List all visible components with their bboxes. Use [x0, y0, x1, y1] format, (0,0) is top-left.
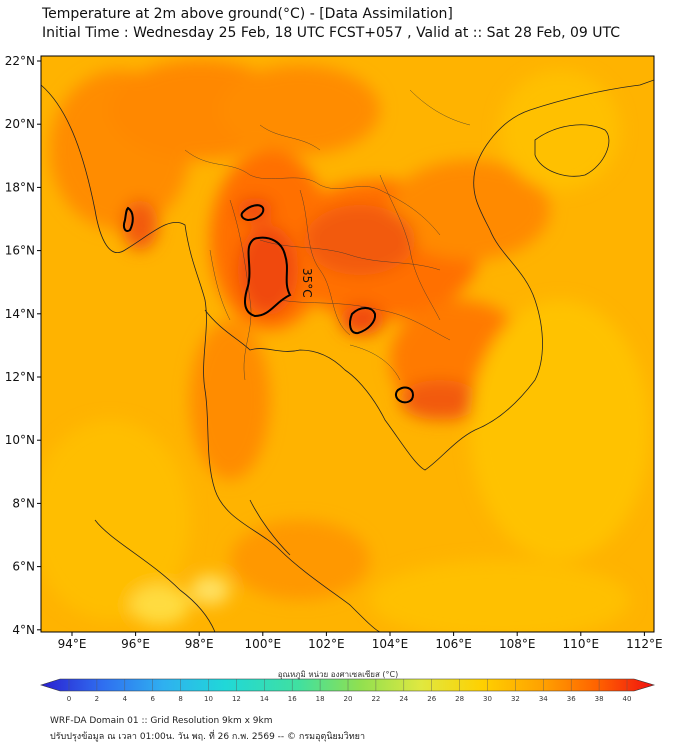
lon-tick-label: 94°E [58, 637, 87, 651]
colorbar-tick-label: 0 [67, 695, 71, 703]
lat-tick-label: 18°N [5, 180, 35, 194]
lat-tick-label: 6°N [12, 560, 35, 574]
colorbar-tick-label: 38 [595, 695, 604, 703]
colorbar-tick-label: 14 [260, 695, 269, 703]
lat-tick-label: 16°N [5, 244, 35, 258]
colorbar-tick-label: 6 [150, 695, 155, 703]
lon-tick-label: 102°E [308, 637, 345, 651]
temperature-field [41, 56, 654, 632]
lat-tick-label: 20°N [5, 117, 35, 131]
lon-tick-label: 112°E [626, 637, 663, 651]
contour-label: 35°C [300, 268, 314, 298]
lon-tick-label: 108°E [499, 637, 536, 651]
colorbar-tick-label: 4 [123, 695, 128, 703]
lon-tick-label: 104°E [372, 637, 409, 651]
colorbar-gradient [40, 678, 656, 692]
colorbar-tick-label: 8 [178, 695, 182, 703]
colorbar-tick-label: 24 [399, 695, 408, 703]
lat-tick-label: 4°N [12, 623, 35, 637]
lat-tick-label: 14°N [5, 307, 35, 321]
colorbar-tick-label: 34 [539, 695, 548, 703]
lat-axis: 22°N 20°N 18°N 16°N 14°N 12°N 10°N 8°N 6°N 4°N [5, 54, 41, 637]
lat-tick-label: 12°N [5, 370, 35, 384]
colorbar-tick-label: 36 [567, 695, 576, 703]
colorbar-tick-label: 12 [232, 695, 241, 703]
lat-tick-label: 8°N [12, 496, 35, 510]
admin-borders [184, 89, 471, 381]
colorbar-tick-label: 30 [483, 695, 492, 703]
colorbar-tick-label: 26 [427, 695, 436, 703]
footer-update-info: ปรับปรุงข้อมูล ณ เวลา 01:00น. วัน พฤ. ที… [50, 732, 366, 742]
colorbar-tick-label: 2 [95, 695, 99, 703]
map-title: Temperature at 2m above ground(°C) - [Da… [42, 6, 453, 22]
colorbar-tick-label: 40 [623, 695, 632, 703]
footer-grid-info: WRF-DA Domain 01 :: Grid Resolution 9km … [50, 716, 273, 726]
colorbar: 0 2 4 6 8 10 12 14 16 18 20 22 24 26 28 30 32 34 36 38 40 [40, 678, 656, 703]
lon-tick-label: 110°E [563, 637, 600, 651]
map-frame [40, 55, 655, 633]
colorbar-tick-label: 28 [455, 695, 464, 703]
lat-tick-label: 22°N [5, 54, 35, 68]
contour-35c [122, 204, 415, 404]
lon-axis: 94°E 96°E 98°E 100°E 102°E 104°E 106°E 108°E 110… [58, 632, 663, 651]
map-subtitle: Initial Time : Wednesday 25 Feb, 18 UTC … [42, 25, 621, 41]
colorbar-tick-label: 20 [344, 695, 353, 703]
colorbar-tick-label: 18 [316, 695, 325, 703]
colorbar-tick-label: 16 [288, 695, 297, 703]
coastlines [41, 79, 654, 632]
lon-tick-label: 96°E [121, 637, 150, 651]
lon-tick-label: 98°E [185, 637, 214, 651]
lon-tick-label: 106°E [435, 637, 472, 651]
lat-tick-label: 10°N [5, 433, 35, 447]
lon-tick-label: 100°E [245, 637, 282, 651]
colorbar-title: อุณหภูมิ หน่วย องศาเซลเซียส (°C) [277, 670, 399, 679]
colorbar-tick-label: 32 [511, 695, 520, 703]
colorbar-tick-label: 22 [371, 695, 380, 703]
colorbar-tick-label: 10 [204, 695, 213, 703]
